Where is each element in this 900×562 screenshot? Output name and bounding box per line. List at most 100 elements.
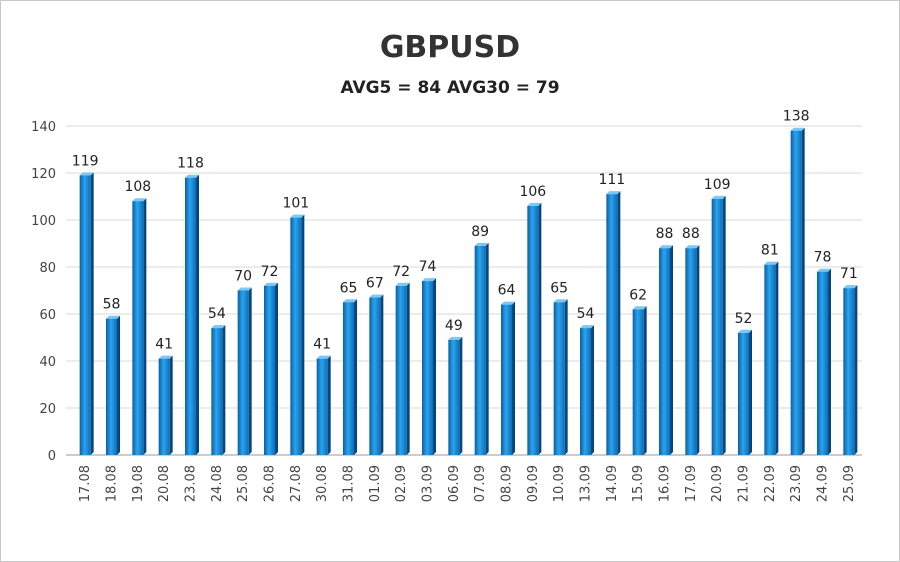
bar-top <box>527 202 542 206</box>
bar <box>369 297 381 455</box>
bar <box>606 194 618 455</box>
data-label: 62 <box>629 287 647 303</box>
bar-top <box>711 195 726 199</box>
x-tick-label: 21.09 <box>737 465 752 502</box>
data-label: 118 <box>177 156 204 172</box>
bar-side <box>143 198 147 455</box>
data-label: 88 <box>682 226 700 242</box>
bar-top <box>738 329 752 333</box>
bar <box>343 302 354 455</box>
y-tick-label: 140 <box>31 120 56 135</box>
data-label: 81 <box>761 243 779 259</box>
bar-top <box>817 268 831 272</box>
bar-top <box>448 336 463 340</box>
bar <box>316 358 328 455</box>
bar-top <box>343 299 357 303</box>
bar-top <box>553 299 568 303</box>
data-label: 41 <box>313 337 331 353</box>
x-tick-label: 02.09 <box>394 465 409 502</box>
bar <box>106 318 117 455</box>
bar-side <box>512 301 515 455</box>
bar-side <box>854 285 858 455</box>
data-label: 111 <box>598 172 625 188</box>
bar-side <box>801 127 805 455</box>
bar <box>790 130 802 455</box>
bar-side <box>722 195 726 455</box>
x-tick-label: 14.09 <box>605 465 620 502</box>
bar-side <box>538 202 542 455</box>
bar-side <box>617 191 621 455</box>
data-label: 119 <box>72 153 99 169</box>
data-label: 109 <box>704 177 731 193</box>
bar-top <box>290 214 305 218</box>
x-tick-label: 27.08 <box>289 465 304 502</box>
bar-top <box>606 191 621 195</box>
x-tick-label: 08.09 <box>500 465 515 502</box>
bar-top <box>79 172 94 176</box>
bar <box>185 177 196 455</box>
y-tick-label: 40 <box>39 355 56 370</box>
x-tick-label: 23.08 <box>184 465 199 502</box>
x-tick-label: 13.09 <box>579 465 594 502</box>
bar-top <box>106 315 120 319</box>
chart-subtitle: AVG5 = 84 AVG30 = 79 <box>340 78 560 98</box>
y-tick-label: 0 <box>48 449 56 464</box>
bar-side <box>670 245 673 455</box>
data-label: 58 <box>103 297 121 313</box>
x-tick-label: 22.09 <box>763 465 778 502</box>
data-label: 101 <box>282 196 309 212</box>
x-tick-label: 20.08 <box>157 465 172 502</box>
bar <box>843 288 855 455</box>
bar-side <box>485 242 489 455</box>
data-label: 65 <box>340 280 358 296</box>
bar-side <box>406 282 410 455</box>
bar <box>448 339 460 455</box>
data-label: 106 <box>519 184 546 200</box>
x-tick-label: 06.09 <box>447 465 462 502</box>
x-tick-label: 16.09 <box>658 465 673 502</box>
data-label: 54 <box>208 306 226 322</box>
bar-side <box>380 294 384 455</box>
x-tick-label: 25.09 <box>842 465 857 502</box>
y-tick-label: 20 <box>39 402 56 417</box>
bar <box>474 245 486 455</box>
bar-side <box>275 282 278 455</box>
bar-top <box>843 285 858 289</box>
chart-title: GBPUSD <box>379 30 521 65</box>
bar-side <box>696 245 700 455</box>
bar-side <box>117 315 120 455</box>
data-label: 71 <box>840 266 858 282</box>
bar <box>738 332 749 455</box>
bar <box>132 201 144 455</box>
bar-side <box>433 278 436 455</box>
bar <box>711 198 723 455</box>
bar-top <box>632 306 647 310</box>
bar <box>659 248 670 455</box>
bar-side <box>564 299 568 455</box>
x-tick-label: 26.08 <box>263 465 278 502</box>
y-tick-label: 100 <box>31 214 56 229</box>
data-label: 65 <box>550 280 568 296</box>
bar <box>158 358 170 455</box>
bar-top <box>685 245 700 249</box>
bar <box>395 285 407 455</box>
x-tick-label: 30.08 <box>315 465 330 502</box>
bar <box>290 217 302 455</box>
bar <box>264 285 275 455</box>
data-label: 138 <box>783 109 810 125</box>
bar-side <box>591 325 594 455</box>
bar <box>685 248 697 455</box>
bar-top <box>264 282 278 286</box>
data-label: 41 <box>155 337 173 353</box>
bar <box>211 328 223 455</box>
x-tick-label: 17.09 <box>684 465 699 502</box>
bar <box>237 290 249 455</box>
bar-side <box>90 172 94 455</box>
bar <box>79 175 91 455</box>
data-label: 74 <box>419 259 437 275</box>
bar-top <box>369 294 384 298</box>
data-label: 64 <box>498 283 516 299</box>
x-tick-label: 15.09 <box>631 465 646 502</box>
